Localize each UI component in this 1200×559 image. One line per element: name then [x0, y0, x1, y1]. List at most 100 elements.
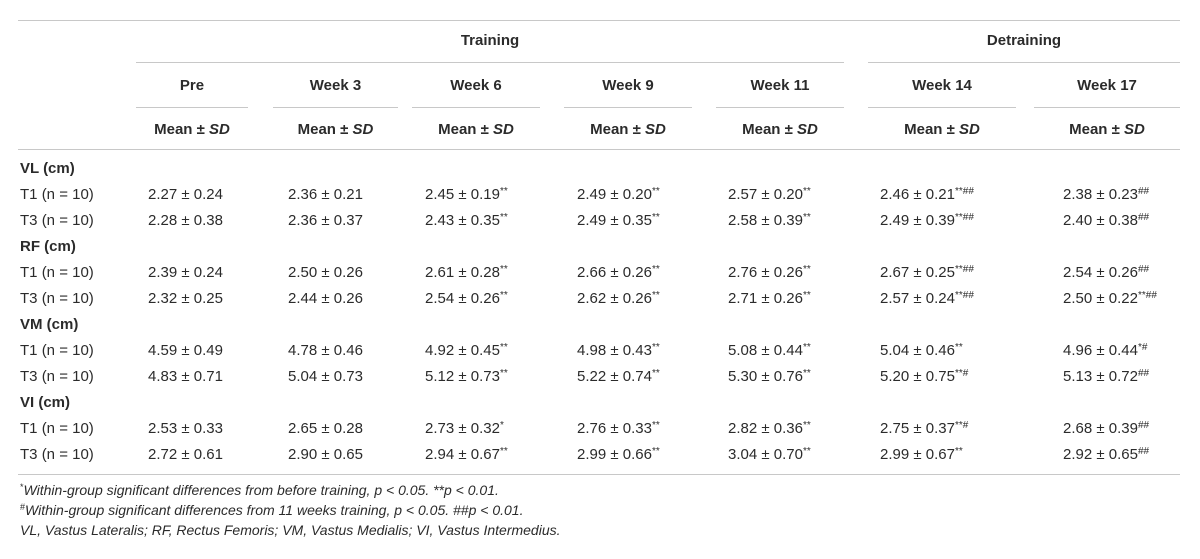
- cell-value: 4.96 ± 0.44: [1063, 342, 1138, 359]
- significance-mark: **: [802, 420, 811, 431]
- cell-value: 2.99 ± 0.67: [880, 446, 955, 463]
- significance-mark: **: [499, 342, 508, 353]
- cell-value: 2.76 ± 0.26: [728, 264, 803, 281]
- table-cell: 2.94 ± 0.67**: [425, 446, 508, 463]
- row-group: T1: [20, 420, 42, 437]
- table-cell: 5.04 ± 0.46**: [880, 342, 963, 359]
- cell-value: 2.36 ± 0.21: [288, 186, 363, 203]
- sd-text: SD: [959, 121, 980, 138]
- mean-sd-text: Mean ±: [297, 121, 353, 138]
- cell-value: 4.98 ± 0.43: [577, 342, 652, 359]
- row-group: T3: [20, 290, 42, 307]
- significance-mark: **: [651, 290, 660, 301]
- cell-value: 2.68 ± 0.39: [1063, 420, 1138, 437]
- significance-mark: **##: [954, 186, 974, 197]
- table-cell: 2.90 ± 0.65: [288, 446, 363, 463]
- cell-value: 5.30 ± 0.76: [728, 368, 803, 385]
- table-footnotes: *Within-group significant differences fr…: [20, 480, 561, 540]
- section-label: VI (cm): [20, 394, 71, 411]
- table-cell: 2.49 ± 0.39**##: [880, 212, 974, 229]
- table-cell: 4.78 ± 0.46: [288, 342, 363, 359]
- column-header: Week 14: [912, 77, 972, 94]
- row-label: T3 (n = 10): [20, 368, 94, 385]
- sd-text: SD: [352, 121, 374, 138]
- table-cell: 2.57 ± 0.24**##: [880, 290, 974, 307]
- mean-sd-text: Mean ±: [154, 121, 210, 138]
- table-cell: 2.39 ± 0.24: [148, 264, 223, 281]
- significance-mark: **: [802, 264, 811, 275]
- table-cell: 4.96 ± 0.44*#: [1063, 342, 1147, 359]
- table-cell: 2.44 ± 0.26: [288, 290, 363, 307]
- significance-mark: ##: [1137, 212, 1150, 223]
- significance-mark: **: [954, 342, 963, 353]
- table-cell: 2.99 ± 0.66**: [577, 446, 660, 463]
- table-cell: 2.53 ± 0.33: [148, 420, 223, 437]
- table-cell: 2.36 ± 0.37: [288, 212, 363, 229]
- section-label: VL (cm): [20, 160, 75, 177]
- table-cell: 2.28 ± 0.38: [148, 212, 223, 229]
- cell-value: 2.53 ± 0.33: [148, 420, 223, 437]
- cell-value: 2.94 ± 0.67: [425, 446, 500, 463]
- row-n: (n = 10): [41, 342, 94, 359]
- table-cell: 2.65 ± 0.28: [288, 420, 363, 437]
- cell-value: 4.59 ± 0.49: [148, 342, 223, 359]
- table-cell: 4.83 ± 0.71: [148, 368, 223, 385]
- table-cell: 3.04 ± 0.70**: [728, 446, 811, 463]
- significance-mark: **: [802, 186, 811, 197]
- sd-text: SD: [797, 121, 818, 138]
- row-n: (n = 10): [41, 368, 94, 385]
- column-header: Week 6: [450, 77, 502, 94]
- table-cell: 2.73 ± 0.32*: [425, 420, 504, 437]
- significance-mark: **: [499, 290, 508, 301]
- significance-mark: **: [499, 186, 508, 197]
- significance-mark: ##: [1137, 264, 1150, 275]
- footnote: VL, Vastus Lateralis; RF, Rectus Femoris…: [20, 520, 561, 540]
- section-label: RF (cm): [20, 238, 76, 255]
- column-rule: [412, 107, 540, 108]
- column-header: Week 17: [1077, 77, 1137, 94]
- row-group: T3: [20, 368, 42, 385]
- row-n: (n = 10): [41, 420, 94, 437]
- column-rule: [1034, 107, 1180, 108]
- table-cell: 4.98 ± 0.43**: [577, 342, 660, 359]
- column-rule: [716, 107, 844, 108]
- significance-mark: **##: [1137, 290, 1157, 301]
- cell-value: 2.75 ± 0.37: [880, 420, 955, 437]
- table-cell: 2.45 ± 0.19**: [425, 186, 508, 203]
- row-n: (n = 10): [41, 186, 94, 203]
- column-rule: [136, 107, 248, 108]
- table-cell: 5.20 ± 0.75**#: [880, 368, 968, 385]
- significance-mark: ##: [1137, 186, 1150, 197]
- table-cell: 2.50 ± 0.22**##: [1063, 290, 1157, 307]
- cell-value: 2.73 ± 0.32: [425, 420, 500, 437]
- cell-value: 5.08 ± 0.44: [728, 342, 803, 359]
- cell-value: 2.67 ± 0.25: [880, 264, 955, 281]
- significance-mark: **: [651, 186, 660, 197]
- table-cell: 2.27 ± 0.24: [148, 186, 223, 203]
- table-cell: 2.71 ± 0.26**: [728, 290, 811, 307]
- table-cell: 2.36 ± 0.21: [288, 186, 363, 203]
- sd-text: SD: [645, 121, 666, 138]
- cell-value: 4.92 ± 0.45: [425, 342, 500, 359]
- cell-value: 5.12 ± 0.73: [425, 368, 500, 385]
- cell-value: 2.57 ± 0.20: [728, 186, 803, 203]
- mean-sd-text: Mean ±: [438, 121, 494, 138]
- table-cell: 2.58 ± 0.39**: [728, 212, 811, 229]
- footnote-text: VL, Vastus Lateralis; RF, Rectus Femoris…: [20, 522, 561, 538]
- row-n: (n = 10): [41, 212, 94, 229]
- cell-value: 2.99 ± 0.66: [577, 446, 652, 463]
- group-header-detraining: Detraining: [986, 32, 1062, 49]
- table-cell: 2.57 ± 0.20**: [728, 186, 811, 203]
- significance-mark: **: [802, 342, 811, 353]
- significance-mark: **: [499, 212, 508, 223]
- column-header: Pre: [179, 77, 205, 94]
- significance-mark: **#: [954, 368, 969, 379]
- table-cell: 2.40 ± 0.38##: [1063, 212, 1149, 229]
- footnote-text: Within-group significant differences fro…: [25, 502, 524, 518]
- cell-value: 5.22 ± 0.74: [577, 368, 652, 385]
- cell-value: 2.40 ± 0.38: [1063, 212, 1138, 229]
- cell-value: 2.90 ± 0.65: [288, 446, 363, 463]
- table-cell: 2.99 ± 0.67**: [880, 446, 963, 463]
- row-label: T3 (n = 10): [20, 446, 94, 463]
- table-cell: 2.54 ± 0.26##: [1063, 264, 1149, 281]
